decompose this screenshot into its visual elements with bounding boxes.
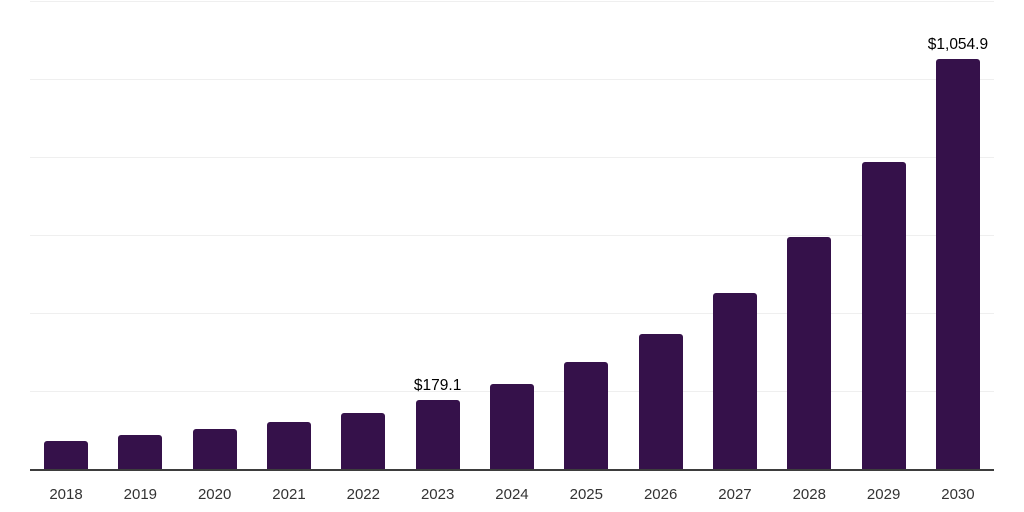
bar-2019	[118, 434, 163, 470]
bar-slot-2025	[564, 2, 609, 470]
bar-2021	[266, 422, 311, 470]
bar-slot-2028	[787, 2, 832, 470]
x-axis-tick-labels: 2018 2019 2020 2021 2022 2023 2024 2025 2026 2027…	[30, 486, 994, 503]
bars-container: $179.1 $1,054.9	[30, 2, 994, 470]
bar-slot-2018	[44, 2, 88, 470]
bar-2022	[341, 413, 386, 470]
x-axis-tick-label-2029: 2029	[866, 486, 901, 503]
x-axis-tick-label-2025: 2025	[569, 486, 603, 503]
gridline	[30, 313, 994, 315]
bar-slot-2030: $1,054.9	[928, 2, 988, 470]
bar-slot-2023: $179.1	[413, 2, 462, 470]
bar-2020	[192, 429, 237, 470]
bar-slot-2024	[489, 2, 534, 470]
x-axis-tick-label-2028: 2028	[792, 486, 826, 503]
gridline	[30, 157, 994, 159]
x-axis-tick-label-2022: 2022	[346, 486, 380, 503]
bar-slot-2026	[638, 2, 683, 470]
bar-value-label-2023: $179.1	[413, 377, 462, 395]
x-axis-tick-label-2020: 2020	[197, 486, 232, 503]
bar-2026	[638, 333, 683, 470]
bar-2018	[44, 440, 88, 470]
gridline	[30, 235, 994, 236]
bar-chart: $179.1 $1,054.9	[30, 1, 994, 471]
x-axis-tick-label-2024: 2024	[495, 486, 529, 503]
x-axis-tick-label-2026: 2026	[643, 486, 678, 503]
bar-value-label-2030: $1,054.9	[927, 35, 989, 53]
gridline	[30, 1, 994, 2]
bar-slot-2027	[712, 2, 757, 470]
bar-2028	[787, 236, 832, 470]
bar-slot-2021	[266, 2, 311, 470]
bar-slot-2029	[861, 2, 906, 470]
x-axis-tick-label-2021: 2021	[272, 486, 306, 503]
x-axis-line	[30, 469, 994, 471]
x-axis-tick-label-2023: 2023	[420, 486, 455, 503]
bar-2024	[489, 384, 534, 470]
x-axis-tick-label-2030: 2030	[941, 486, 975, 503]
bar-2025	[564, 361, 609, 470]
bar-slot-2019	[118, 2, 163, 470]
gridline	[30, 79, 994, 80]
bar-2030	[935, 58, 980, 470]
x-axis-tick-label-2027: 2027	[718, 486, 752, 503]
bar-2029	[861, 161, 906, 470]
x-axis-tick-label-2019: 2019	[123, 486, 158, 503]
bar-slot-2020	[192, 2, 237, 470]
bar-2023	[415, 400, 460, 470]
bar-slot-2022	[341, 2, 386, 470]
bar-2027	[712, 293, 757, 470]
x-axis-tick-label-2018: 2018	[49, 486, 83, 503]
plot-area: $179.1 $1,054.9	[30, 1, 994, 471]
